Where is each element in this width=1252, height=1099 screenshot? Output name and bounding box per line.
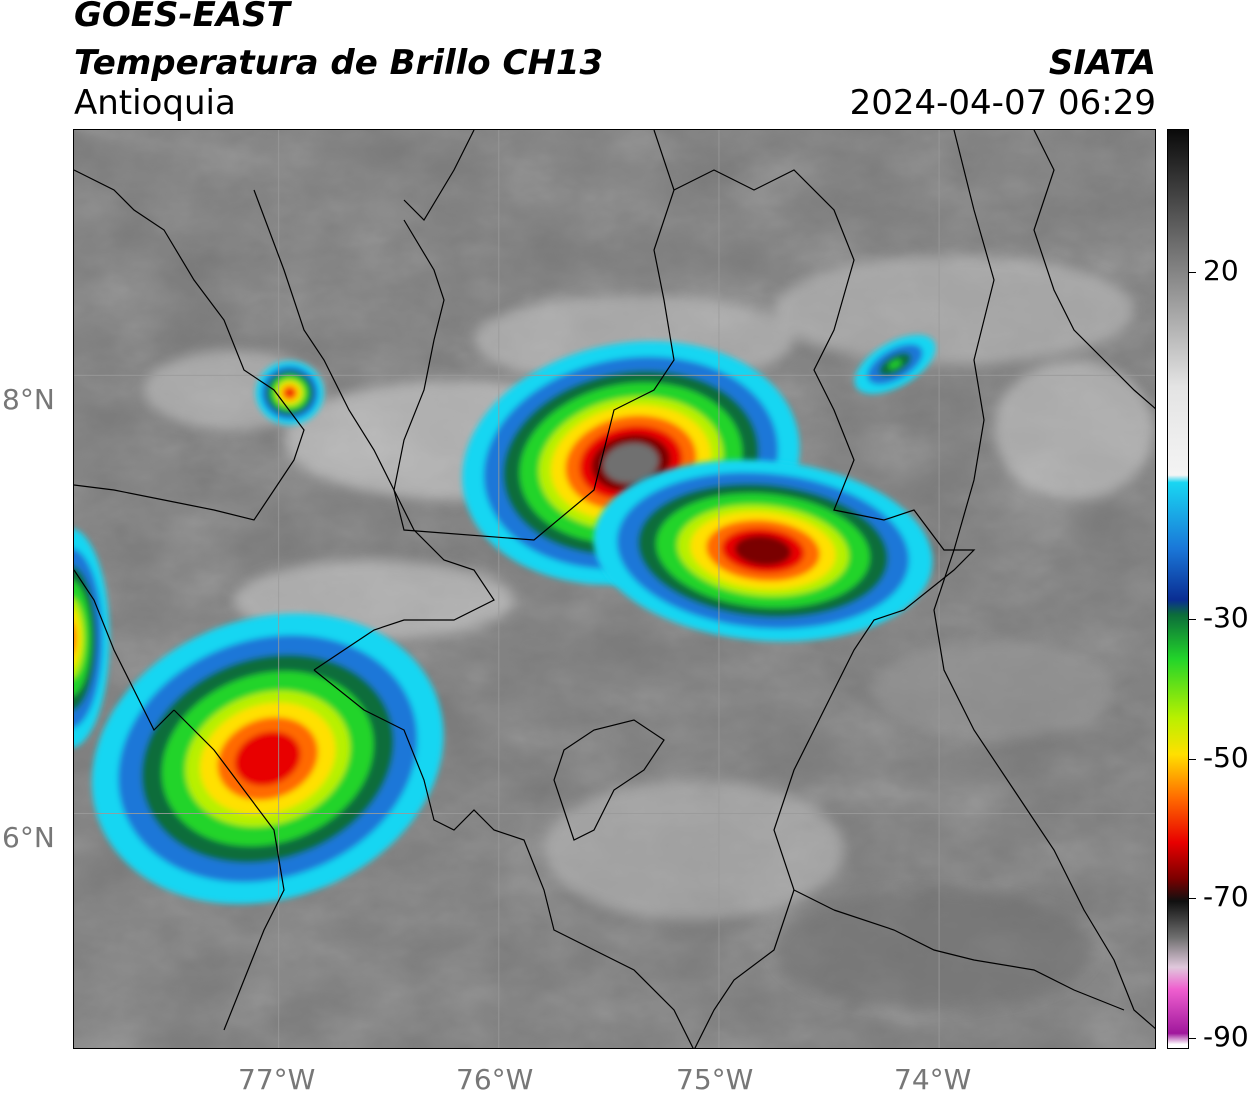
border-antioquia-east xyxy=(673,169,976,911)
colorbar-tick xyxy=(1189,759,1196,760)
lon-label-74W: 74°W xyxy=(894,1063,972,1096)
contour--37 xyxy=(888,359,902,369)
colorbar-tick xyxy=(1189,1038,1196,1039)
lon-label-77W: 77°W xyxy=(238,1063,316,1096)
contour--56 xyxy=(74,625,76,651)
coastline-gulf xyxy=(403,130,475,221)
cell-west-edge xyxy=(74,528,110,748)
lat-label-8N: 8°N xyxy=(2,383,55,416)
border-antioquia-north xyxy=(393,130,675,541)
border-east xyxy=(933,130,1155,1030)
cell-darien xyxy=(255,360,324,425)
colorbar-tick xyxy=(1189,619,1196,620)
brightness-temperature-map xyxy=(74,130,1155,1048)
contour--67 xyxy=(734,535,792,566)
colorbar-label-minus70: -70 xyxy=(1203,880,1249,913)
colorbar-tick xyxy=(1189,272,1196,273)
region-label: Antioquia xyxy=(74,83,236,123)
storm-cells-layer xyxy=(74,334,936,904)
contour--62 xyxy=(234,731,301,786)
colorbar-label-minus50: -50 xyxy=(1203,741,1249,774)
colorbar-label-minus90: -90 xyxy=(1203,1020,1249,1053)
cell-magdalena xyxy=(854,334,936,394)
border-south xyxy=(313,669,694,1048)
timestamp-label: 2024-04-07 06:29 xyxy=(849,83,1156,123)
coastline-caribbean xyxy=(74,169,305,521)
contour--62 xyxy=(285,389,294,397)
colorbar-label-20: 20 xyxy=(1203,254,1239,287)
lon-label-75W: 75°W xyxy=(676,1063,754,1096)
colorbar xyxy=(1167,129,1189,1049)
lat-label-6N: 6°N xyxy=(2,821,55,854)
coastline-uraba xyxy=(253,189,495,671)
satellite-title: GOES-EAST xyxy=(74,0,290,35)
border-north-east xyxy=(1033,130,1155,410)
colorbar-label-minus30: -30 xyxy=(1203,601,1249,634)
border-south-3 xyxy=(833,909,1125,1011)
colorbar-tick xyxy=(1189,898,1196,899)
border-choco xyxy=(173,709,285,1031)
medellin-area-outline xyxy=(553,719,665,841)
boundaries-layer xyxy=(74,130,1155,1048)
lon-label-76W: 76°W xyxy=(456,1063,534,1096)
cell-antioquia-east xyxy=(593,459,933,642)
contour--72 xyxy=(603,443,659,483)
contour--50 xyxy=(74,610,81,667)
agency-label: SIATA xyxy=(1048,43,1156,83)
product-title: Temperatura de Brillo CH13 xyxy=(74,43,604,83)
map-panel xyxy=(73,129,1156,1049)
cell-choco xyxy=(91,613,444,904)
border-west-coast xyxy=(74,569,175,732)
border-south-2 xyxy=(694,889,795,1048)
gridlines xyxy=(74,130,1155,1048)
